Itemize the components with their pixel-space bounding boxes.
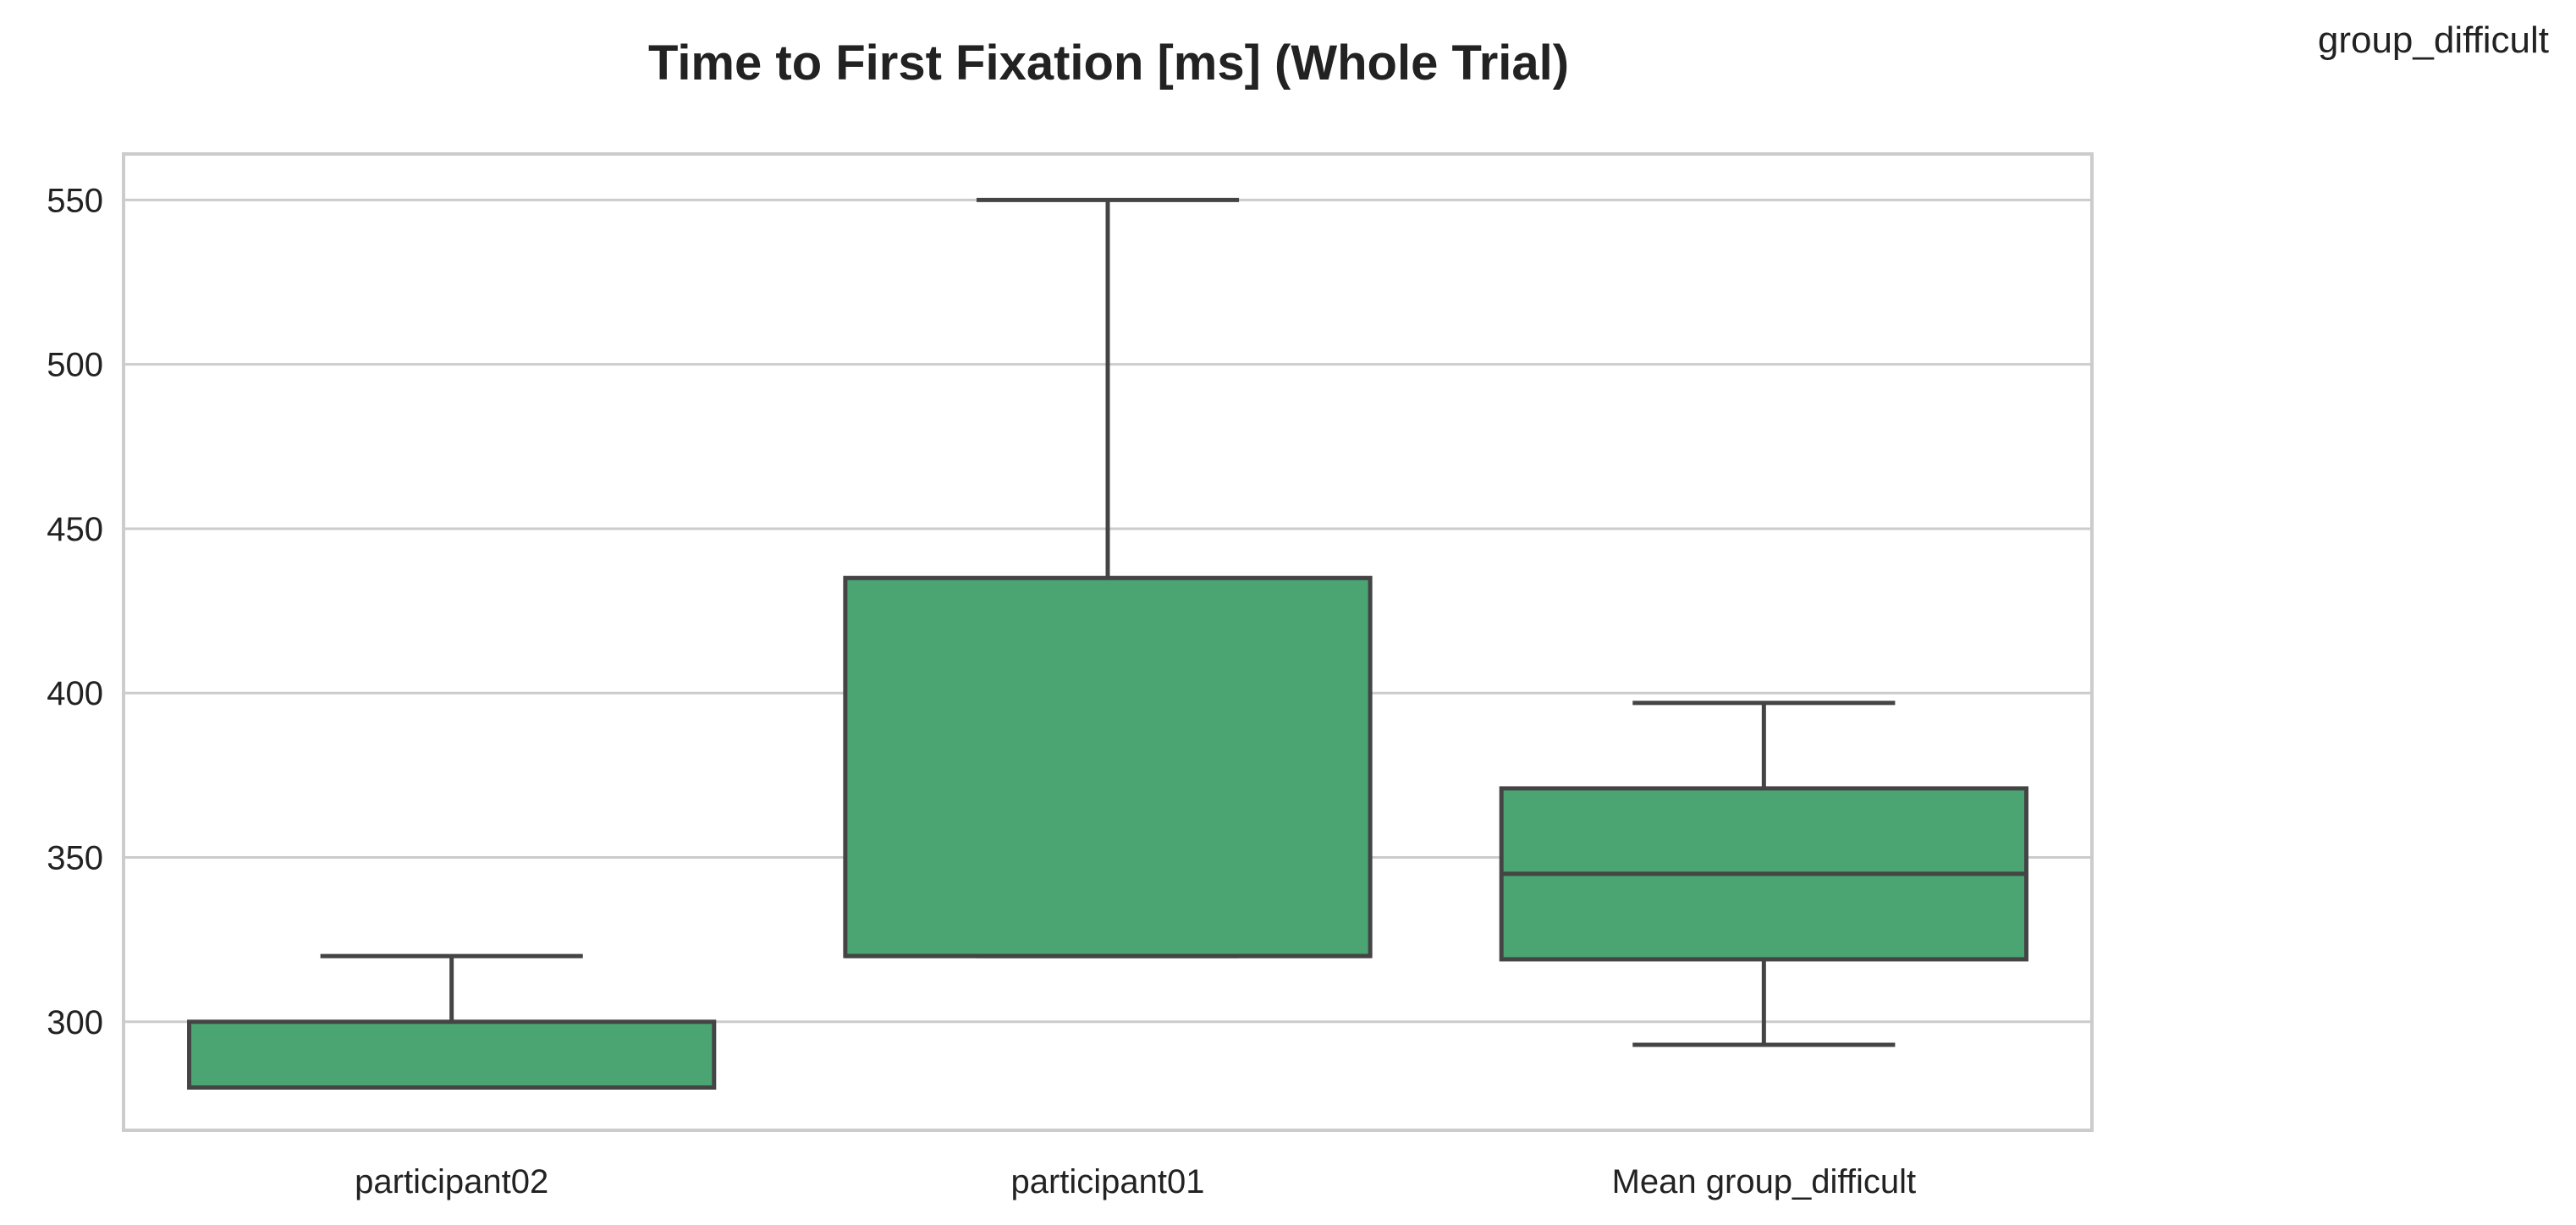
y-tick-label: 450 xyxy=(47,511,103,548)
y-tick-label: 350 xyxy=(47,840,103,877)
x-axis-ticks: participant02 participant01 Mean group_dif… xyxy=(355,1163,1916,1200)
y-tick-label: 300 xyxy=(47,1004,103,1041)
y-tick-label: 550 xyxy=(47,182,103,219)
x-tick-label: participant02 xyxy=(355,1163,548,1200)
box-participant01 xyxy=(843,197,1373,959)
boxes xyxy=(187,197,2028,1090)
box-participant02 xyxy=(187,953,717,1090)
x-tick-label: Mean group_difficult xyxy=(1612,1163,1917,1200)
chart-title: Time to First Fixation [ms] (Whole Trial… xyxy=(648,36,1569,91)
y-axis-ticks: 300 350 400 450 500 550 xyxy=(47,182,103,1041)
y-tick-label: 400 xyxy=(47,675,103,712)
iqr-box xyxy=(843,575,1373,959)
corner-group-label: group_difficult xyxy=(2318,19,2549,61)
iqr-box xyxy=(187,1019,717,1090)
plot-area-frame xyxy=(122,152,2094,1132)
y-tick-label: 500 xyxy=(47,347,103,384)
box-mean-group_difficult xyxy=(1499,700,2028,1047)
x-tick-label: participant01 xyxy=(1010,1163,1204,1200)
